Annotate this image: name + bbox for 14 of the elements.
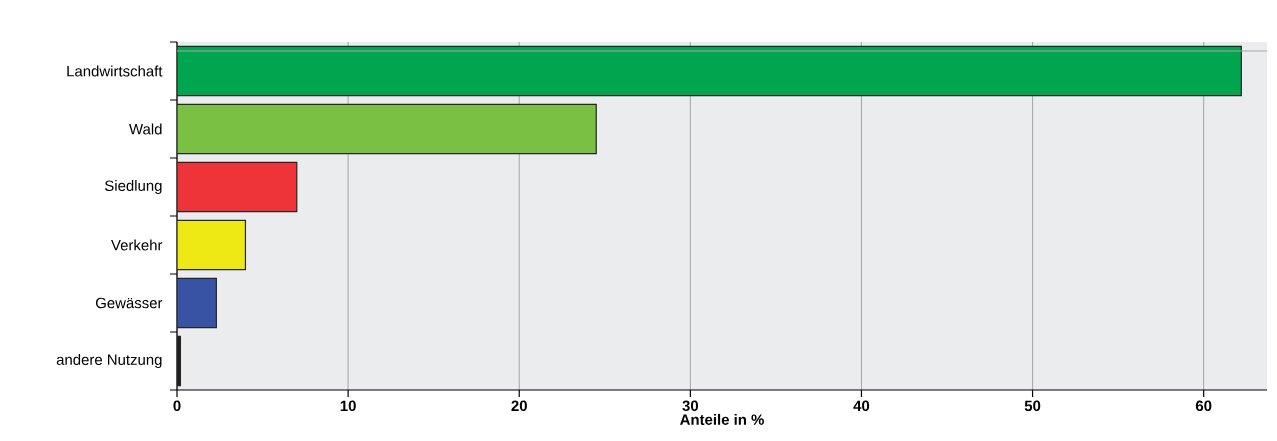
x-axis-title: Anteile in % (680, 413, 764, 425)
y-tick-label: Landwirtschaft (67, 65, 163, 77)
x-tick-label: 30 (682, 400, 699, 412)
x-tick-label: 60 (1195, 400, 1212, 412)
x-tick-label: 50 (1024, 400, 1041, 412)
y-tick-label: Siedlung (105, 180, 162, 194)
y-tick-label: Wald (129, 123, 162, 135)
x-tick-label: 0 (173, 400, 181, 412)
x-tick-label: 10 (340, 400, 356, 412)
y-tick-label: andere Nutzung (56, 354, 162, 368)
y-tick-label: Gewässer (95, 297, 163, 309)
x-tick-label: 40 (853, 400, 870, 412)
x-tick-label: 20 (511, 400, 527, 412)
y-tick-label: Verkehr (111, 239, 163, 251)
